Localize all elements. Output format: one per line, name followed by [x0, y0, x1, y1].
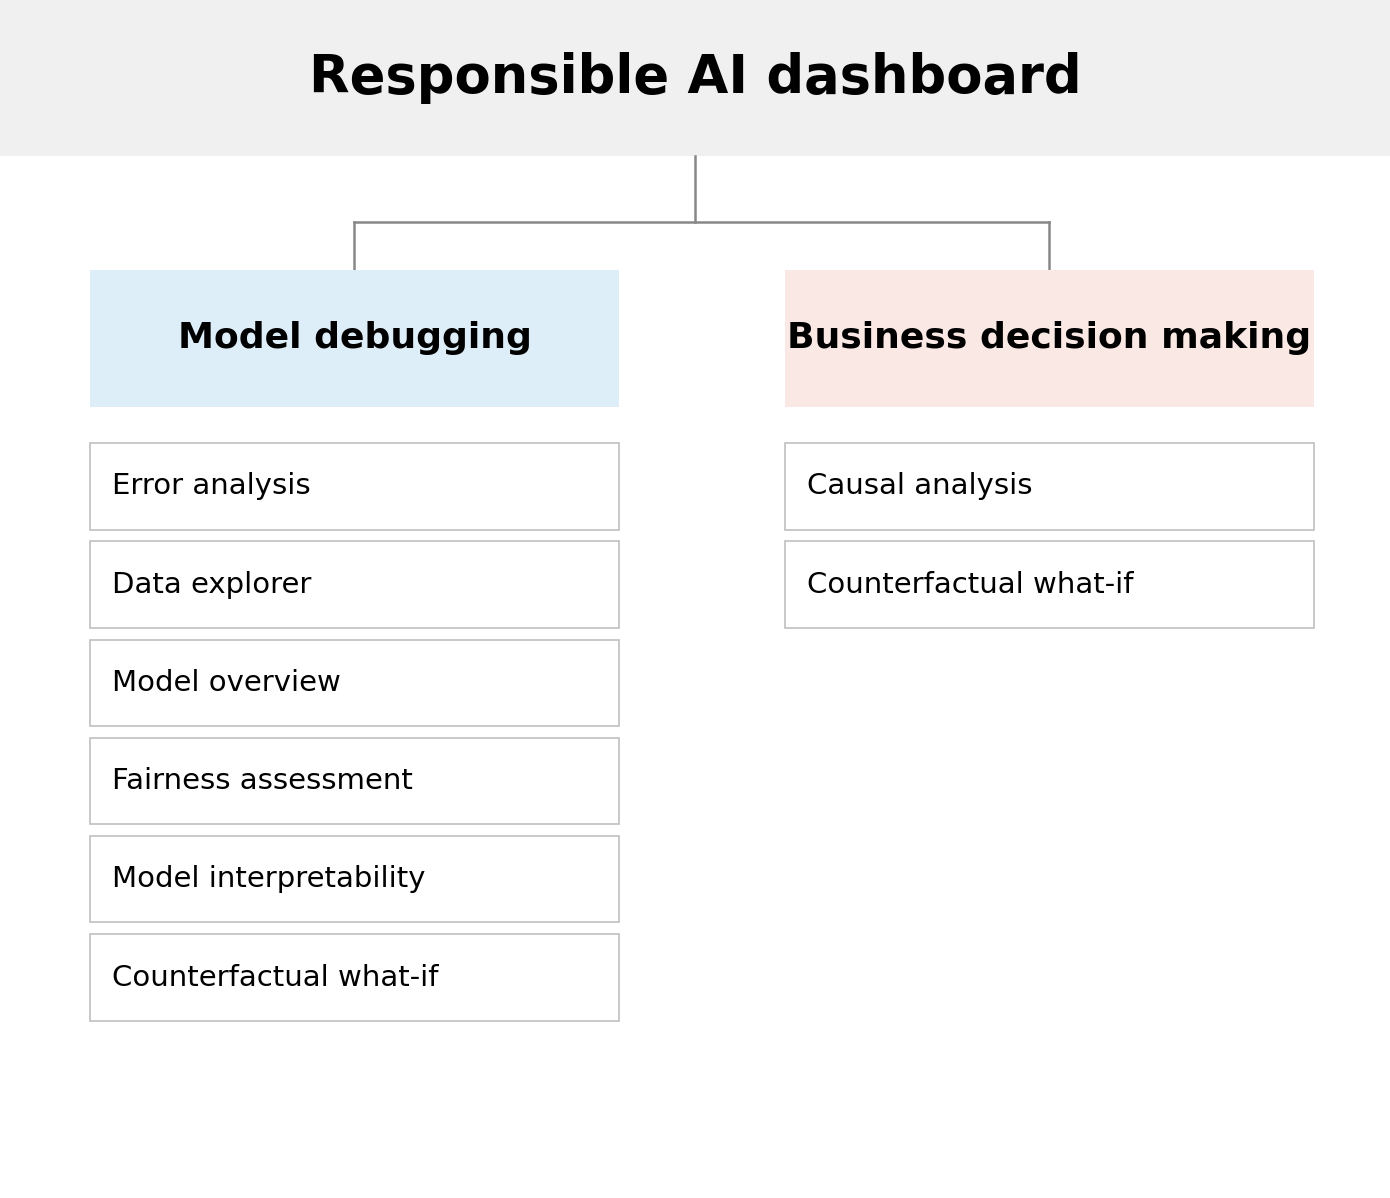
- Bar: [90, 541, 619, 628]
- Text: Model debugging: Model debugging: [178, 321, 531, 356]
- Bar: [785, 270, 1314, 407]
- Text: Causal analysis: Causal analysis: [808, 472, 1033, 501]
- Bar: [90, 738, 619, 824]
- Text: Counterfactual what-if: Counterfactual what-if: [808, 570, 1134, 599]
- Bar: [0, 0, 1390, 156]
- Text: Business decision making: Business decision making: [787, 321, 1312, 356]
- Text: Error analysis: Error analysis: [113, 472, 311, 501]
- Text: Model overview: Model overview: [113, 668, 341, 697]
- Bar: [785, 541, 1314, 628]
- Text: Counterfactual what-if: Counterfactual what-if: [113, 963, 439, 992]
- Text: Model interpretability: Model interpretability: [113, 865, 425, 894]
- Text: Responsible AI dashboard: Responsible AI dashboard: [309, 52, 1081, 104]
- Bar: [785, 443, 1314, 530]
- Bar: [90, 934, 619, 1021]
- Text: Fairness assessment: Fairness assessment: [113, 767, 413, 795]
- Bar: [90, 443, 619, 530]
- Text: Data explorer: Data explorer: [113, 570, 311, 599]
- Bar: [90, 836, 619, 922]
- Bar: [90, 640, 619, 726]
- Bar: [90, 270, 619, 407]
